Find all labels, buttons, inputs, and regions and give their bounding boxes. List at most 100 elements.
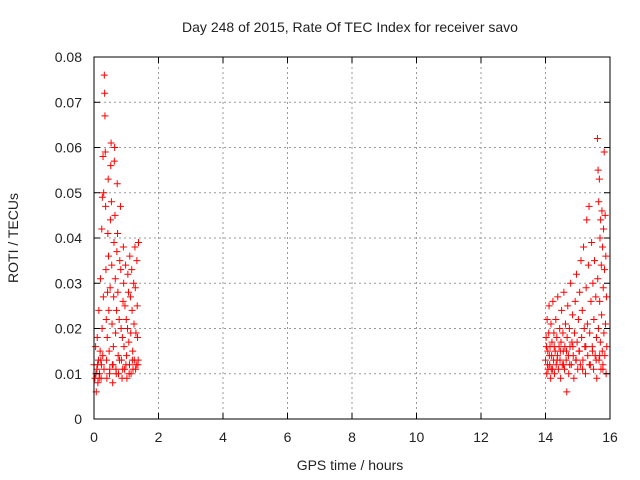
data-point	[133, 257, 141, 265]
data-point	[126, 252, 134, 260]
data-point	[582, 284, 590, 292]
data-point	[594, 166, 602, 174]
data-point	[92, 343, 100, 351]
data-point	[572, 356, 580, 364]
data-point	[108, 320, 116, 328]
data-point	[596, 338, 604, 346]
y-tick-label: 0.04	[55, 230, 82, 246]
data-point	[590, 315, 598, 323]
data-point	[119, 243, 127, 251]
data-point	[121, 302, 129, 310]
data-point	[596, 297, 604, 305]
data-point	[579, 356, 587, 364]
x-tick-label: 10	[409, 429, 425, 445]
data-point	[553, 334, 561, 342]
data-point	[134, 361, 142, 369]
data-point	[578, 334, 586, 342]
data-point	[558, 306, 566, 314]
data-point	[122, 261, 130, 269]
data-point	[596, 352, 604, 360]
data-point	[574, 315, 582, 323]
data-point	[570, 374, 578, 382]
data-point	[116, 257, 124, 265]
x-tick-label: 6	[284, 429, 292, 445]
data-point	[554, 365, 562, 373]
data-point	[110, 239, 118, 247]
data-point	[99, 352, 107, 360]
data-point	[102, 266, 110, 274]
data-point	[123, 374, 131, 382]
data-point	[564, 302, 572, 310]
data-point	[594, 275, 602, 283]
data-point	[135, 239, 143, 247]
chart-title: Day 248 of 2015, Rate Of TEC Index for r…	[182, 19, 518, 35]
data-point	[105, 252, 113, 260]
data-point	[118, 334, 126, 342]
data-point	[563, 388, 571, 396]
data-point	[569, 343, 577, 351]
data-point	[597, 261, 605, 269]
data-point	[132, 329, 140, 337]
data-point	[592, 356, 600, 364]
data-point	[120, 279, 128, 287]
data-point	[569, 352, 577, 360]
data-point	[95, 306, 103, 314]
data-point	[571, 329, 579, 337]
data-point	[572, 270, 580, 278]
data-point	[134, 334, 142, 342]
data-point	[113, 180, 121, 188]
data-point	[105, 306, 113, 314]
data-point	[114, 229, 122, 237]
data-point	[592, 293, 600, 301]
data-point	[548, 338, 556, 346]
y-tick-label: 0.07	[55, 94, 82, 110]
data-point	[114, 352, 122, 360]
data-point	[600, 148, 608, 156]
data-point	[561, 320, 569, 328]
data-point	[557, 374, 565, 382]
data-point	[599, 243, 607, 251]
data-point	[112, 370, 120, 378]
data-point	[542, 356, 549, 364]
data-point	[600, 329, 608, 337]
data-point	[125, 288, 133, 296]
data-point	[566, 361, 574, 369]
data-point	[131, 243, 139, 251]
data-point	[542, 334, 550, 342]
data-point	[128, 266, 136, 274]
data-point	[595, 198, 603, 206]
data-point	[543, 370, 551, 378]
data-point	[94, 361, 102, 369]
data-point	[542, 343, 550, 351]
data-point	[100, 71, 108, 79]
data-point	[569, 311, 577, 319]
data-point	[111, 144, 119, 151]
x-tick-label: 4	[219, 429, 227, 445]
data-point	[584, 352, 592, 360]
data-point	[98, 225, 106, 233]
data-point	[602, 252, 610, 260]
data-point	[577, 257, 585, 265]
data-point	[129, 347, 137, 355]
data-point	[583, 320, 591, 328]
data-point	[124, 325, 132, 332]
data-point	[124, 270, 132, 278]
y-tick-label: 0.06	[55, 140, 82, 156]
data-point	[102, 315, 110, 323]
data-point	[122, 361, 130, 369]
data-point	[100, 189, 108, 197]
data-point	[133, 302, 141, 310]
data-point	[565, 370, 573, 378]
data-point	[130, 320, 138, 328]
data-point	[114, 288, 122, 296]
data-point	[562, 347, 570, 355]
data-point	[559, 329, 567, 337]
data-point	[104, 229, 112, 237]
data-point	[550, 329, 558, 337]
data-point	[599, 284, 607, 292]
x-tick-label: 16	[602, 429, 618, 445]
data-point	[598, 347, 606, 355]
data-points	[90, 71, 611, 396]
data-point	[110, 157, 118, 165]
